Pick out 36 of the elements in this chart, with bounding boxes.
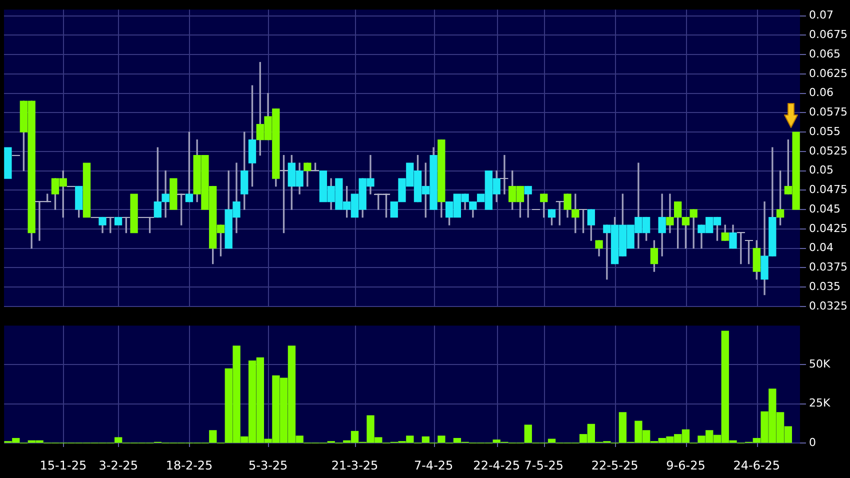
y-tick-label: 0.035: [809, 280, 840, 293]
y-tick-label: 0.06: [809, 86, 834, 100]
candlestick: [170, 178, 178, 210]
candlestick: [114, 216, 122, 226]
y-tick-label: 0.0325: [809, 299, 848, 312]
y-tick-label: 0.04: [809, 241, 834, 254]
y-tick-label: 0.0475: [809, 183, 848, 196]
y-tick-label: 0.05: [809, 164, 834, 177]
x-tick-label: 22-4-25: [473, 458, 520, 472]
candlestick: [4, 147, 12, 179]
y-tick-label: 0.055: [809, 124, 840, 138]
x-tick-label: 24-6-25: [733, 458, 780, 472]
x-tick-label: 21-3-25: [331, 458, 378, 472]
x-tick-label: 9-6-25: [666, 458, 706, 472]
y-tick-label: 0.045: [809, 202, 840, 216]
y-tick-label: 0.07: [809, 8, 834, 22]
x-tick-label: 3-2-25: [98, 458, 138, 472]
y-tick-label: 0.0675: [809, 28, 848, 42]
candlestick: [130, 194, 138, 234]
candlestick: [658, 194, 666, 256]
x-tick-label: 7-4-25: [414, 458, 454, 472]
y-tick-label: 0.0425: [809, 222, 848, 235]
x-tick-label: 5-3-25: [248, 458, 288, 472]
y-tick-label: 0.0575: [809, 106, 848, 119]
candlestick: [82, 162, 91, 218]
y-tick-label: 0.0525: [809, 144, 848, 158]
y-tick-label: 0.0625: [809, 66, 848, 80]
x-tick-label: 18-2-25: [166, 458, 213, 472]
x-tick-label: 22-5-25: [591, 458, 638, 472]
y-tick-label: 0.065: [809, 47, 840, 60]
x-tick-label: 7-5-25: [524, 458, 564, 472]
y-tick-label: 0.0375: [809, 260, 848, 274]
y-tick-label: 0: [809, 436, 816, 449]
x-tick-label: 15-1-25: [40, 458, 87, 472]
y-tick-label: 50K: [809, 358, 831, 371]
y-tick-label: 25K: [809, 396, 831, 410]
